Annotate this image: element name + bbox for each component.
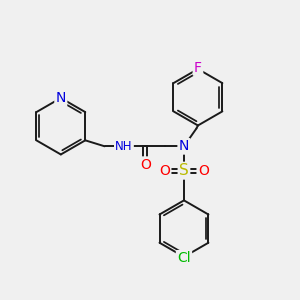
Text: S: S [179,163,189,178]
Text: Cl: Cl [177,251,191,265]
Text: N: N [56,91,66,105]
Text: O: O [159,164,170,178]
Text: O: O [140,158,151,172]
Text: N: N [179,139,189,153]
Text: O: O [198,164,209,178]
Text: F: F [194,61,202,74]
Text: NH: NH [115,140,133,153]
